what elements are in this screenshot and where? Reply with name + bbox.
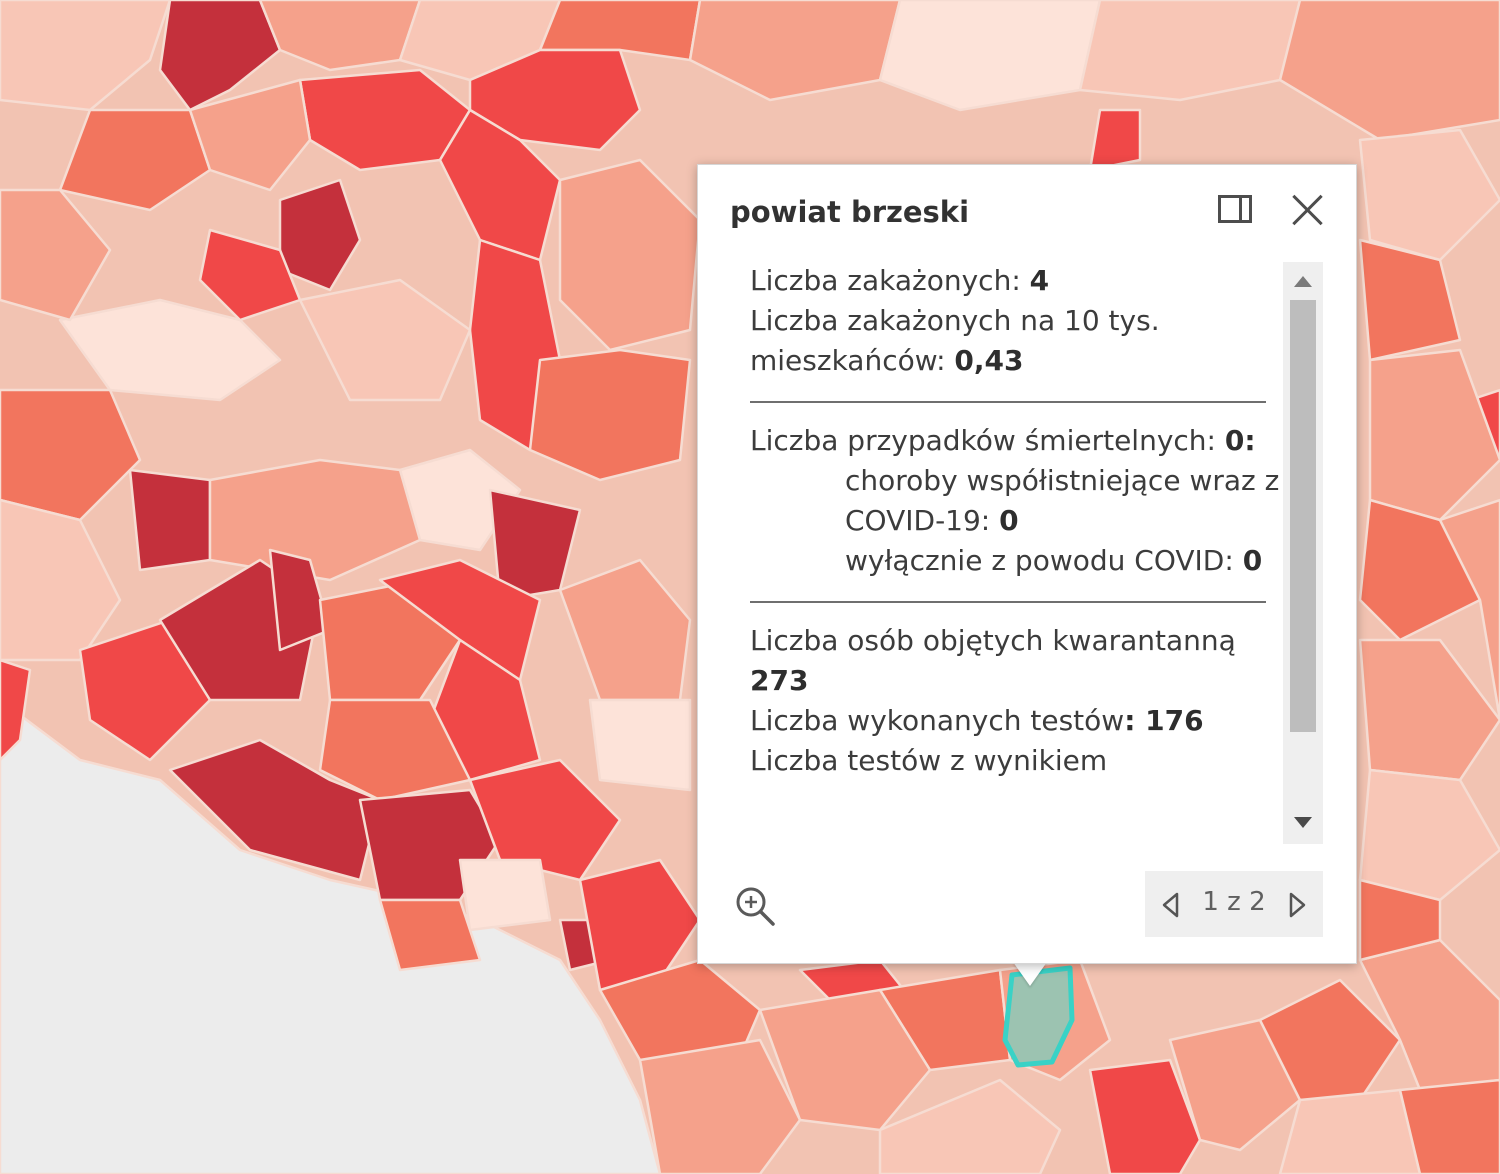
feature-pager: 1 z 2 — [1145, 871, 1323, 937]
map-region[interactable] — [1358, 638, 1500, 782]
scroll-down-arrow[interactable] — [1294, 817, 1312, 828]
map-region[interactable] — [278, 178, 362, 292]
per10k-value: 0,43 — [954, 344, 1024, 377]
infected-count: Liczba zakażonych: 4 — [750, 261, 1290, 301]
map-region[interactable] — [208, 458, 422, 582]
map-region[interactable] — [1078, 0, 1302, 102]
section-divider — [750, 601, 1266, 603]
map-region[interactable] — [298, 278, 472, 402]
comorbid-deaths: choroby współistniejące wraz z COVID-19:… — [750, 461, 1290, 541]
chevron-left-icon[interactable] — [1159, 891, 1181, 919]
map-region[interactable] — [558, 558, 692, 702]
per10k-label: Liczba zakażonych na 10 tys. mieszkańców… — [750, 304, 1160, 377]
map-region[interactable] — [0, 0, 172, 112]
comorbid-label: choroby współistniejące wraz z COVID-19: — [845, 464, 1280, 537]
section-divider — [750, 401, 1266, 403]
map-region[interactable] — [258, 0, 422, 72]
map-region[interactable] — [378, 558, 542, 682]
comorbid-value: 0 — [999, 504, 1019, 537]
page-indicator: 1 z 2 — [1202, 887, 1266, 917]
map-region[interactable] — [0, 388, 142, 522]
map-region[interactable] — [188, 78, 312, 192]
feature-popup: powiat brzeski Liczba zakażonych: 4 Licz… — [697, 164, 1357, 964]
popup-pointer — [1013, 962, 1047, 986]
chevron-right-icon[interactable] — [1287, 891, 1309, 919]
map-region[interactable] — [1088, 108, 1142, 172]
map-region[interactable] — [1438, 498, 1500, 722]
covid-only-deaths: wyłącznie z powodu COVID: 0 — [750, 541, 1290, 581]
scroll-up-arrow[interactable] — [1294, 276, 1312, 287]
infected-label: Liczba zakażonych: — [750, 264, 1030, 297]
quarantine-value: 273 — [750, 664, 809, 697]
map-region[interactable] — [468, 758, 622, 882]
map-region[interactable] — [688, 0, 902, 102]
tests-label: Liczba wykonanych testów — [750, 704, 1125, 737]
popup-content[interactable]: Liczba zakażonych: 4 Liczba zakażonych n… — [750, 261, 1290, 843]
map-region[interactable] — [1278, 1088, 1422, 1174]
map-region[interactable] — [1088, 1058, 1202, 1174]
close-icon[interactable] — [1290, 193, 1324, 227]
positive-tests: Liczba testów z wynikiem — [750, 741, 1290, 781]
map-region[interactable] — [318, 698, 472, 802]
map-region[interactable] — [428, 638, 542, 782]
map-region[interactable] — [1358, 128, 1500, 262]
infected-per-10k: Liczba zakażonych na 10 tys. mieszkańców… — [750, 301, 1290, 381]
map-region[interactable] — [1398, 1078, 1500, 1174]
map-region[interactable] — [638, 1038, 802, 1174]
popup-title: powiat brzeski — [730, 195, 970, 229]
map-region[interactable] — [58, 108, 212, 212]
map-region[interactable] — [1358, 878, 1442, 962]
map-region[interactable] — [378, 898, 482, 972]
map-region[interactable] — [878, 1078, 1062, 1174]
covid-only-label: wyłącznie z powodu COVID: — [845, 544, 1243, 577]
infected-value: 4 — [1029, 264, 1050, 297]
map-region[interactable] — [0, 498, 122, 662]
tests-value: : 176 — [1124, 704, 1204, 737]
map-region[interactable] — [588, 698, 692, 792]
popup-scrollbar[interactable] — [1283, 262, 1323, 844]
map-region[interactable] — [0, 658, 32, 762]
quarantine-label: Liczba osób objętych kwarantanną — [750, 624, 1236, 657]
deaths-value: 0: — [1224, 424, 1256, 457]
deaths-count: Liczba przypadków śmiertelnych: 0: — [750, 421, 1290, 461]
quarantine-count: Liczba osób objętych kwarantanną 273 — [750, 621, 1290, 701]
covid-only-value: 0 — [1242, 544, 1263, 577]
map-region[interactable] — [198, 228, 302, 322]
map-region[interactable] — [458, 858, 552, 932]
map-region[interactable] — [0, 188, 112, 322]
scrollbar-thumb[interactable] — [1290, 300, 1316, 732]
positive-tests-label: Liczba testów z wynikiem — [750, 744, 1108, 777]
map-region[interactable] — [1258, 978, 1402, 1102]
map-region[interactable] — [128, 468, 212, 572]
dock-icon[interactable] — [1218, 195, 1252, 223]
map-region[interactable] — [528, 348, 692, 482]
map-region[interactable] — [758, 988, 932, 1132]
map-region[interactable] — [1358, 238, 1462, 362]
zoom-in-icon[interactable] — [734, 885, 778, 929]
map-region[interactable] — [1358, 498, 1482, 642]
map-region[interactable] — [578, 858, 702, 992]
selected-region[interactable] — [1002, 965, 1075, 1068]
deaths-label: Liczba przypadków śmiertelnych: — [750, 424, 1225, 457]
tests-count: Liczba wykonanych testów: 176 — [750, 701, 1290, 741]
map-region[interactable] — [1368, 348, 1500, 522]
map-region[interactable] — [1168, 1018, 1302, 1152]
map-region[interactable] — [538, 0, 702, 62]
map-region[interactable] — [158, 0, 282, 112]
map-region[interactable] — [878, 0, 1102, 112]
map-region[interactable] — [558, 158, 702, 352]
map-region[interactable] — [1278, 0, 1500, 142]
map-region[interactable] — [1358, 768, 1500, 902]
map-region[interactable] — [78, 618, 212, 762]
